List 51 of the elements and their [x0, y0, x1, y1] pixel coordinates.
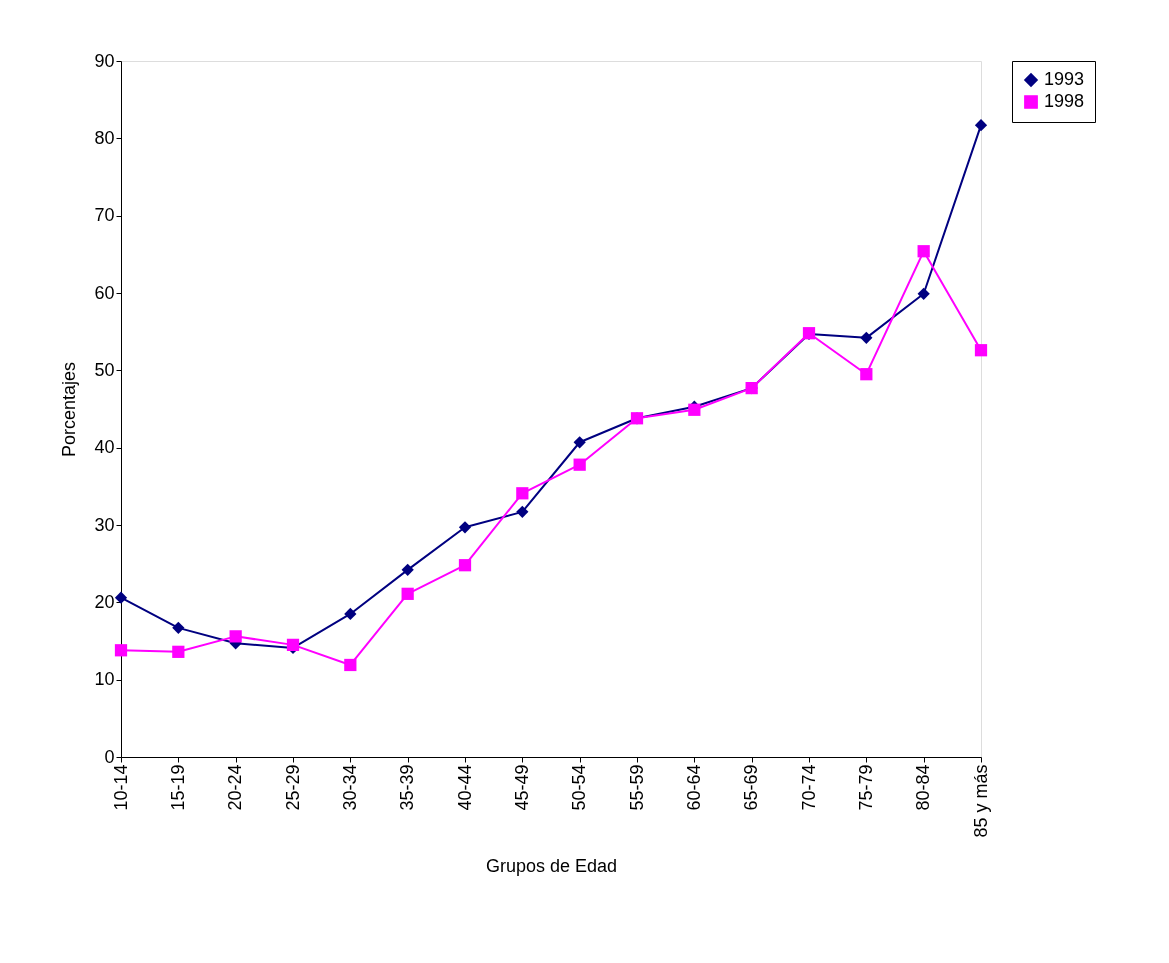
point	[917, 287, 930, 300]
point	[114, 644, 128, 657]
x-tick-label: 20-24	[225, 764, 246, 811]
x-tick-label: 55-59	[626, 764, 647, 811]
legend-label: 1998	[1044, 91, 1085, 111]
x-tick-label: 85 y más	[970, 764, 991, 838]
point	[860, 331, 873, 344]
point	[516, 487, 529, 500]
point	[344, 607, 357, 621]
point	[573, 458, 586, 471]
x-tick-label: 80-84	[913, 764, 934, 811]
point	[229, 630, 242, 643]
y-tick-label: 20	[94, 591, 115, 612]
point	[458, 521, 472, 534]
y-tick-label: 30	[94, 514, 115, 535]
y-tick-label: 10	[94, 669, 115, 690]
point	[516, 505, 529, 518]
y-tick-label: 70	[94, 205, 115, 226]
x-tick-label: 25-29	[282, 764, 303, 811]
y-tick-label: 80	[94, 127, 115, 148]
y-tick-label: 40	[94, 437, 115, 458]
legend-label: 1993	[1044, 69, 1085, 89]
point	[114, 591, 128, 604]
x-tick-label: 60-64	[683, 764, 704, 811]
x-tick-label: 30-34	[339, 764, 360, 811]
y-tick-label: 50	[94, 359, 115, 380]
x-tick-label: 40-44	[454, 764, 475, 811]
x-tick-label: 15-19	[167, 764, 188, 811]
point	[917, 245, 930, 258]
x-tick-label: 10-14	[110, 764, 131, 811]
point	[573, 436, 586, 449]
y-axis-title: Porcentajes	[59, 361, 80, 458]
point	[401, 587, 414, 600]
point	[344, 658, 357, 672]
x-axis-title: Grupos de Edad	[485, 855, 618, 876]
point	[172, 645, 185, 658]
x-tick-label: 50-54	[569, 764, 590, 811]
x-tick-label: 45-49	[511, 764, 532, 811]
x-tick-label: 35-39	[397, 764, 418, 811]
point	[172, 621, 185, 634]
point	[974, 119, 988, 132]
point	[458, 559, 472, 572]
x-tick-label: 65-69	[741, 764, 762, 811]
x-tick-label: 70-74	[798, 764, 819, 811]
point	[860, 368, 873, 381]
x-tick-label: 75-79	[855, 764, 876, 811]
y-tick-label: 60	[94, 282, 115, 303]
y-tick-label: 0	[104, 746, 115, 767]
y-tick-label: 90	[94, 50, 115, 71]
point	[401, 563, 414, 576]
point	[974, 344, 988, 357]
